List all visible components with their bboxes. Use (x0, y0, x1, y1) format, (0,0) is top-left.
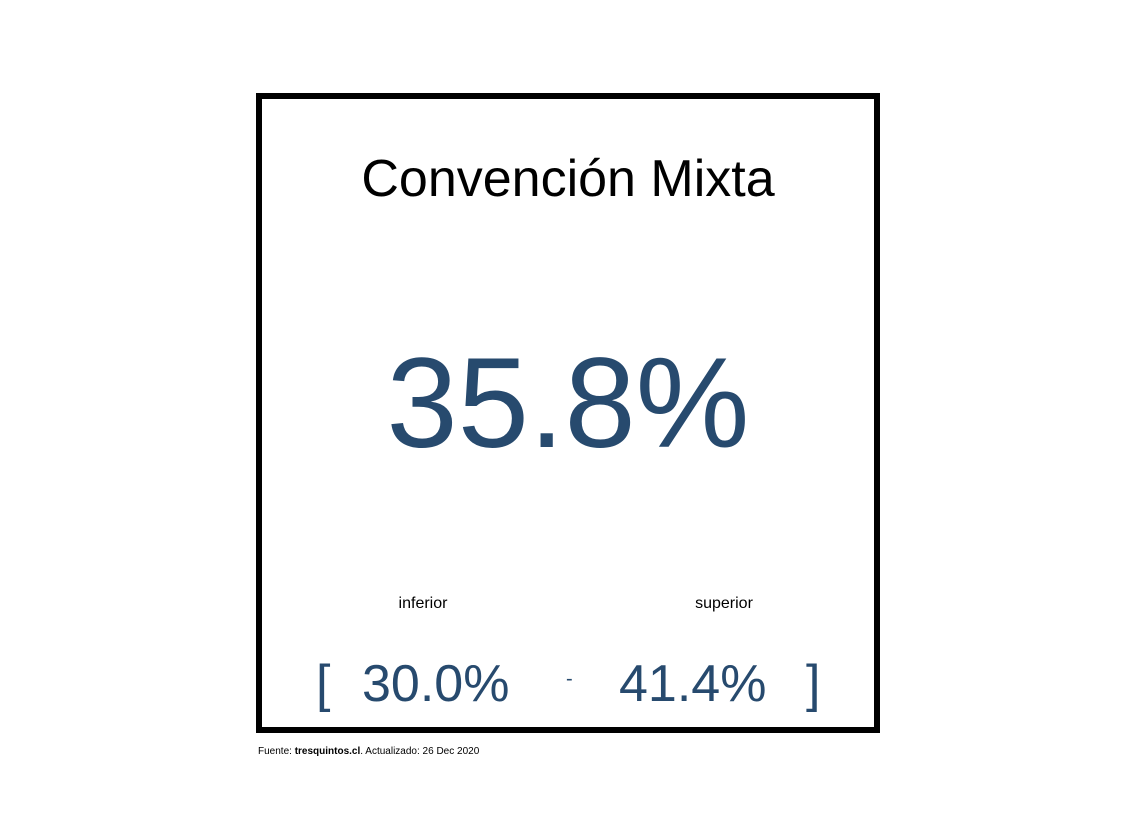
upper-bound-label: superior (695, 595, 753, 612)
main-percentage: 35.8% (386, 332, 750, 475)
estimate-card: Convención Mixta 35.8% inferior superior… (256, 93, 880, 733)
footer-source-name: tresquintos.cl (294, 746, 361, 757)
upper-bound-value: 41.4% (619, 655, 767, 713)
lower-bound-value: 30.0% (362, 655, 510, 713)
interval-separator: - (566, 668, 573, 690)
footer-updated-text: . Actualizado: 26 Dec 2020 (360, 746, 480, 757)
interval-open-bracket: [ (316, 655, 331, 713)
lower-bound-label: inferior (398, 595, 448, 612)
footer-source-prefix: Fuente: (258, 746, 295, 757)
source-footer: Fuente: tresquintos.cl. Actualizado: 26 … (258, 745, 479, 759)
interval-close-bracket: ] (806, 655, 821, 713)
card-title: Convención Mixta (361, 150, 775, 208)
